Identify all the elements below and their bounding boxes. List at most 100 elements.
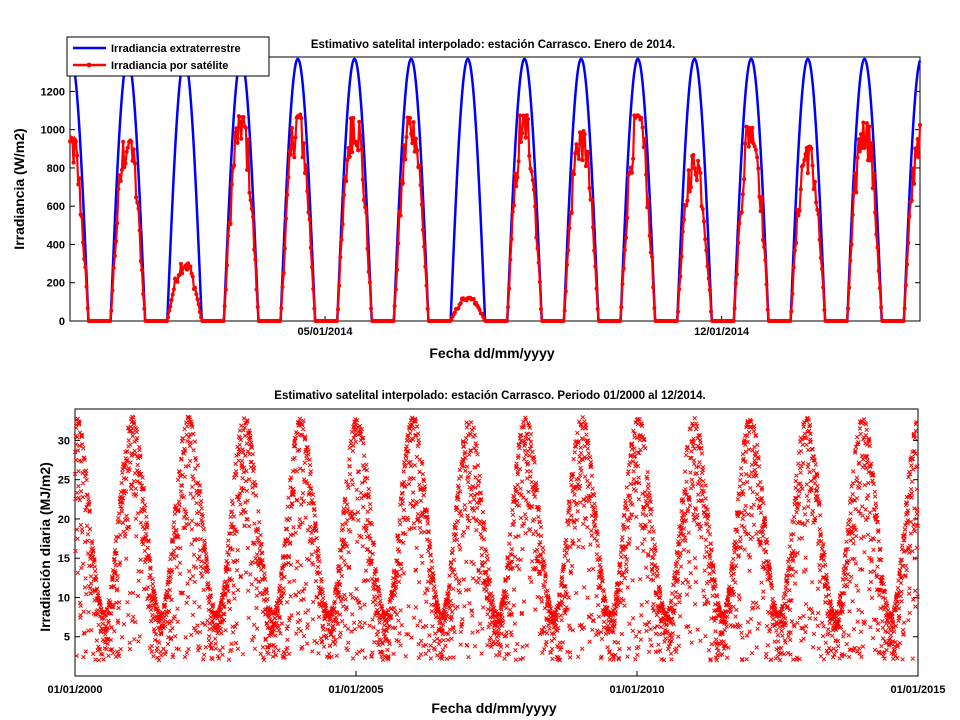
satelite-point [688, 185, 693, 190]
satelite-point [736, 240, 741, 245]
satelite-point [645, 205, 650, 210]
satelite-point [358, 133, 363, 138]
satelite-point [764, 282, 769, 287]
satelite-point [197, 309, 202, 314]
bottom-chart-title: Estimativo satelital interpolado: estaci… [274, 390, 705, 402]
satelite-point [311, 286, 316, 291]
bottom-x-tick-label: 01/01/2005 [328, 684, 383, 696]
top-plot-area [69, 56, 921, 322]
satelite-point [82, 257, 87, 262]
satelite-point [112, 253, 117, 258]
satelite-point [344, 179, 349, 184]
satelite-point [631, 156, 636, 161]
satelite-point [284, 216, 289, 221]
satelite-point [746, 144, 751, 149]
satelite-point [687, 189, 692, 194]
top-y-tick-label: 1200 [41, 86, 65, 98]
satelite-point [640, 125, 645, 130]
satelite-point [592, 248, 597, 253]
satelite-point [853, 171, 858, 176]
satelite-point [199, 315, 204, 320]
satelite-point [124, 149, 129, 154]
satelite-point [755, 155, 760, 160]
satelite-point [417, 163, 422, 168]
satelite-point [624, 235, 629, 240]
satelite-point [170, 292, 175, 297]
satelite-point [879, 305, 884, 310]
satelite-point [796, 213, 801, 218]
satelite-point [312, 306, 317, 311]
satelite-point [340, 222, 345, 227]
satelite-point [304, 163, 309, 168]
satelite-point [367, 280, 372, 285]
satelite-point [71, 160, 76, 165]
top-y-tick-label: 0 [59, 316, 65, 328]
satelite-point [589, 197, 594, 202]
top-chart: Estimativo satelital interpolado: estaci… [11, 36, 922, 361]
satelite-point [912, 181, 917, 186]
satelite-point [910, 166, 915, 171]
satelite-point [164, 319, 169, 323]
satelite-point [233, 130, 238, 135]
top-legend: Irradiancia extraterrestre Irradiancia p… [66, 36, 270, 77]
top-x-tick-label: 05/01/2014 [297, 326, 353, 338]
satelite-point [239, 136, 244, 141]
satelite-point [301, 141, 306, 146]
satelite-point [346, 145, 351, 150]
satelite-point [792, 248, 797, 253]
satelite-point [287, 148, 292, 153]
satelite-point [802, 158, 807, 163]
top-y-tick-label: 1000 [41, 125, 65, 137]
bottom-series-group [72, 414, 921, 663]
satelite-point [867, 124, 872, 129]
satelite-point [845, 306, 850, 311]
satelite-point [740, 192, 745, 197]
satelite-point [644, 172, 649, 177]
satelite-point [279, 306, 284, 311]
satelite-point [817, 237, 822, 242]
satelite-point [680, 229, 685, 234]
satelite-point [307, 217, 312, 222]
satelite-point [508, 257, 513, 262]
satelite-point [847, 285, 852, 290]
satelite-point [130, 158, 135, 163]
satelite-point [705, 264, 710, 269]
top-y-tick-label: 800 [47, 163, 65, 175]
satelite-point [731, 319, 736, 323]
satelite-point [518, 140, 523, 144]
satelite-point [408, 116, 412, 121]
satelite-point [862, 145, 867, 150]
satelite-point [235, 140, 240, 145]
satelite-point [565, 262, 570, 267]
satelite-point [397, 210, 402, 215]
satelite-point [581, 128, 586, 133]
satelite-point [648, 250, 653, 255]
satelite-point [138, 259, 143, 263]
satelite-point [222, 304, 227, 309]
satelite-point [531, 187, 536, 192]
satelite-point [79, 214, 84, 219]
bottom-x-ticks: 01/01/2000 01/01/2005 01/01/2010 01/01/2015 [47, 671, 946, 696]
satelite-point [245, 167, 250, 172]
satelite-point [505, 305, 510, 310]
satelite-point [877, 286, 882, 290]
satelite-point [916, 155, 921, 160]
satelite-point [805, 171, 810, 176]
satelite-point [854, 190, 859, 195]
satelite-point [111, 265, 116, 270]
satelite-point [586, 149, 591, 154]
satelite-point [628, 165, 633, 170]
satelite-point [639, 116, 644, 121]
satelite-point [345, 158, 350, 163]
top-x-axis-label: Fecha dd/mm/yyyy [429, 345, 554, 361]
satelite-point [650, 254, 655, 259]
satelite-point [281, 271, 286, 276]
satelite-point [289, 126, 294, 131]
satelite-point [359, 147, 364, 152]
bottom-x-axis-label: Fecha dd/mm/yyyy [431, 700, 556, 716]
satelite-point [188, 264, 193, 269]
satelite-point [694, 178, 699, 183]
satelite-point [171, 287, 176, 292]
satelite-point [909, 198, 914, 203]
satelite-point [252, 247, 257, 252]
